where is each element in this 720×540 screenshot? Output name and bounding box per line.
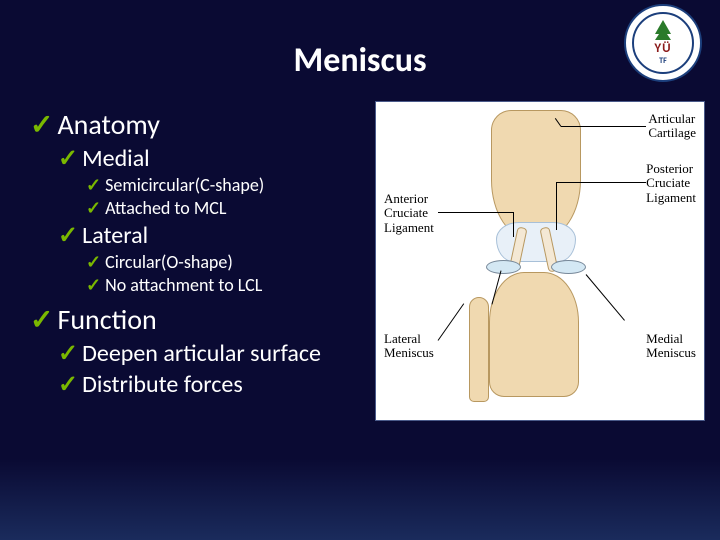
bullet-text: Attached to MCL bbox=[105, 197, 226, 219]
label-acl: Anterior Cruciate Ligament bbox=[384, 192, 434, 235]
leader-line bbox=[513, 212, 514, 237]
check-icon: ✓ bbox=[30, 107, 53, 142]
knee-diagram: Articular Cartilage Posterior Cruciate L… bbox=[375, 101, 705, 421]
bullet-function-distribute: ✓Distribute forces bbox=[30, 370, 370, 399]
bullets-column: ✓Anatomy ✓Medial ✓Semicircular(C-shape) … bbox=[30, 101, 370, 421]
check-icon: ✓ bbox=[86, 174, 101, 196]
label-lateral-meniscus: Lateral Meniscus bbox=[384, 332, 434, 361]
check-icon: ✓ bbox=[58, 221, 78, 250]
logo-subtext: TF bbox=[659, 56, 667, 66]
bullet-function-deepen: ✓Deepen articular surface bbox=[30, 339, 370, 368]
bullet-lateral: ✓Lateral bbox=[30, 221, 370, 250]
logo-tree-icon bbox=[655, 20, 671, 40]
leader-line bbox=[561, 126, 646, 127]
bullet-medial: ✓Medial bbox=[30, 144, 370, 173]
label-medial-meniscus: Medial Meniscus bbox=[646, 332, 696, 361]
bullet-lateral-attach: ✓No attachment to LCL bbox=[30, 274, 370, 296]
check-icon: ✓ bbox=[58, 339, 78, 368]
leader-line bbox=[586, 274, 625, 321]
femur-shape bbox=[491, 110, 581, 240]
check-icon: ✓ bbox=[58, 370, 78, 399]
label-articular-cartilage: Articular Cartilage bbox=[648, 112, 696, 141]
content-row: ✓Anatomy ✓Medial ✓Semicircular(C-shape) … bbox=[0, 101, 720, 421]
medial-meniscus-shape bbox=[551, 260, 586, 274]
leader-line bbox=[438, 212, 513, 213]
logo-inner-ring: YÜ TF bbox=[632, 12, 694, 74]
leader-line bbox=[438, 303, 465, 340]
bullet-medial-attach: ✓Attached to MCL bbox=[30, 197, 370, 219]
bullet-text: Distribute forces bbox=[82, 370, 243, 399]
lateral-meniscus-shape bbox=[486, 260, 521, 274]
leader-line bbox=[556, 182, 557, 230]
check-icon: ✓ bbox=[86, 274, 101, 296]
bullet-text: Function bbox=[57, 302, 156, 337]
cartilage-shape bbox=[496, 222, 576, 262]
tibia-shape bbox=[489, 272, 579, 397]
check-icon: ✓ bbox=[30, 302, 53, 337]
bullet-text: Lateral bbox=[82, 221, 148, 250]
university-logo: YÜ TF bbox=[624, 4, 702, 82]
bullet-lateral-shape: ✓Circular(O-shape) bbox=[30, 251, 370, 273]
logo-letters: YÜ bbox=[654, 41, 671, 56]
bullet-medial-shape: ✓Semicircular(C-shape) bbox=[30, 174, 370, 196]
diagram-column: Articular Cartilage Posterior Cruciate L… bbox=[370, 101, 710, 421]
leader-line bbox=[556, 182, 646, 183]
fibula-shape bbox=[469, 297, 489, 402]
bullet-text: Medial bbox=[82, 144, 150, 173]
bullet-text: Semicircular(C-shape) bbox=[105, 174, 264, 196]
bullet-text: Anatomy bbox=[57, 107, 159, 142]
title-area: Meniscus bbox=[0, 0, 720, 101]
check-icon: ✓ bbox=[58, 144, 78, 173]
bullet-text: No attachment to LCL bbox=[105, 274, 262, 296]
bullet-anatomy: ✓Anatomy bbox=[30, 107, 370, 142]
check-icon: ✓ bbox=[86, 251, 101, 273]
check-icon: ✓ bbox=[86, 197, 101, 219]
slide-title: Meniscus bbox=[0, 40, 720, 81]
bullet-function: ✓Function bbox=[30, 302, 370, 337]
label-pcl: Posterior Cruciate Ligament bbox=[646, 162, 696, 205]
bullet-text: Circular(O-shape) bbox=[105, 251, 233, 273]
bullet-text: Deepen articular surface bbox=[82, 339, 321, 368]
